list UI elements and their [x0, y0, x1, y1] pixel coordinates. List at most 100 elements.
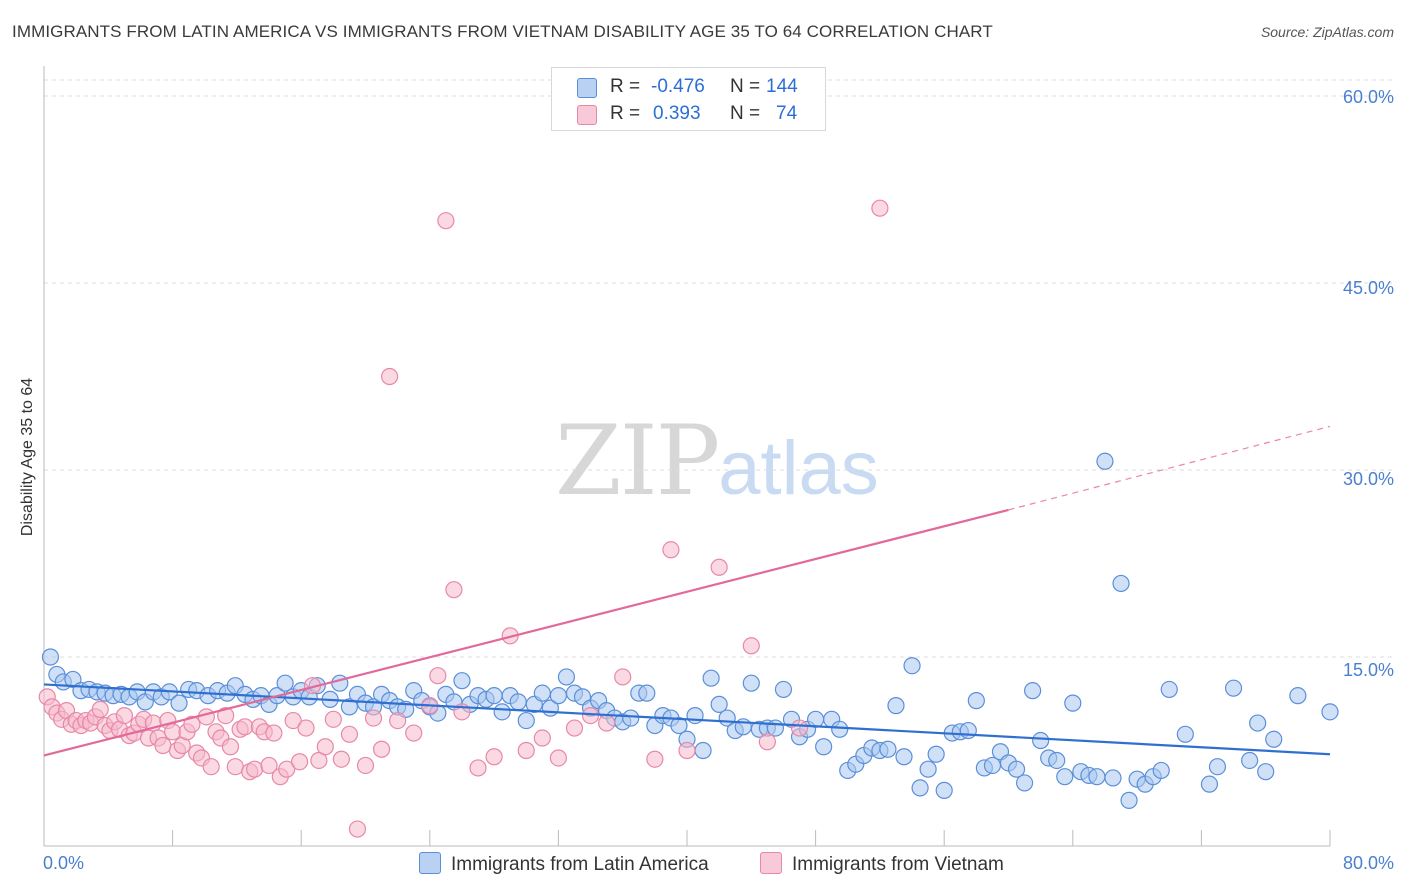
point-latin-america [815, 738, 833, 756]
point-latin-america [1224, 679, 1243, 697]
series-vietnam-points [38, 199, 889, 838]
point-latin-america [887, 697, 905, 715]
point-latin-america [622, 709, 640, 727]
trend-line-latin-america [43, 683, 1331, 756]
point-vietnam [389, 711, 407, 730]
point-vietnam [324, 710, 342, 728]
point-vietnam [758, 733, 776, 751]
trend-lines [43, 425, 1331, 757]
point-vietnam [202, 758, 220, 776]
legend-row-vietnam: R = 0.393 N = 74 [552, 101, 825, 127]
point-vietnam [372, 740, 391, 758]
point-latin-america [1032, 731, 1050, 750]
point-latin-america [1200, 775, 1219, 793]
bottom-legend-label: Immigrants from Latin America [451, 854, 709, 875]
point-vietnam [581, 706, 600, 725]
axes [43, 66, 1331, 847]
watermark-zip: ZIP [555, 405, 720, 517]
point-latin-america [533, 684, 551, 702]
x-tick-label-max: 80.0% [1342, 853, 1394, 873]
point-latin-america [170, 694, 188, 712]
bottom-legend-swatch-blue [419, 852, 441, 874]
point-latin-america [453, 672, 471, 690]
point-latin-america [967, 692, 985, 710]
watermark: ZIPatlas [555, 405, 879, 517]
point-latin-america [517, 711, 535, 730]
point-latin-america [485, 687, 503, 705]
point-latin-america [959, 721, 977, 740]
point-vietnam [284, 711, 302, 730]
point-latin-america [1241, 751, 1259, 770]
point-vietnam [429, 667, 447, 685]
point-vietnam [332, 750, 350, 768]
point-latin-america [686, 706, 704, 725]
point-vietnam [348, 820, 367, 838]
point-latin-america [493, 703, 511, 721]
point-latin-america [1056, 768, 1074, 786]
point-vietnam [533, 729, 551, 747]
point-vietnam [790, 719, 809, 737]
point-latin-america [831, 720, 849, 738]
point-latin-america [774, 680, 793, 699]
point-latin-america [919, 760, 937, 778]
point-vietnam [245, 760, 264, 778]
watermark-atlas: atlas [718, 426, 879, 511]
point-latin-america [41, 648, 60, 666]
point-vietnam [405, 724, 423, 742]
point-latin-america [927, 745, 945, 763]
point-vietnam [217, 706, 235, 725]
point-vietnam [316, 738, 334, 756]
bottom-legend-latin-america: Immigrants from Latin America [419, 852, 709, 876]
point-latin-america [1024, 682, 1042, 700]
legend-r-label: R = [610, 76, 641, 97]
point-latin-america [1321, 703, 1339, 721]
point-vietnam [381, 367, 399, 386]
y-tick-label: 60.0% [1342, 87, 1394, 107]
point-latin-america [1257, 763, 1275, 781]
point-vietnam [646, 750, 664, 768]
point-latin-america [276, 674, 294, 692]
point-latin-america [1249, 714, 1267, 732]
point-latin-america [1160, 680, 1178, 699]
point-latin-america [1176, 725, 1194, 743]
point-latin-america [694, 741, 712, 760]
point-vietnam [164, 723, 182, 741]
correlation-legend: R = -0.476 N = 144 R = 0.393 N = 74 [551, 67, 826, 131]
point-vietnam [115, 706, 133, 725]
point-vietnam [614, 668, 632, 686]
point-vietnam [356, 756, 375, 775]
point-vietnam [310, 751, 328, 770]
chart-title: IMMIGRANTS FROM LATIN AMERICA VS IMMIGRA… [12, 22, 993, 41]
point-latin-america [670, 716, 688, 735]
point-latin-america [911, 779, 929, 797]
point-vietnam [91, 700, 109, 718]
point-vietnam [565, 719, 584, 737]
y-tick-label: 45.0% [1342, 278, 1394, 298]
point-vietnam [485, 748, 503, 766]
point-vietnam [662, 541, 680, 559]
point-vietnam [183, 715, 201, 733]
point-latin-america [1048, 751, 1066, 770]
legend-n-label: N = [730, 103, 761, 124]
point-latin-america [509, 693, 527, 711]
point-vietnam [469, 759, 487, 777]
point-vietnam [549, 749, 568, 767]
point-vietnam [445, 581, 463, 599]
point-vietnam [517, 741, 535, 760]
legend-r-value: 0.393 [653, 103, 701, 124]
point-vietnam [598, 714, 616, 732]
source-label: Source: ZipAtlas.com [1260, 24, 1394, 40]
point-vietnam [154, 736, 172, 755]
point-vietnam [226, 758, 244, 776]
point-vietnam [742, 637, 760, 655]
y-axis-label: Disability Age 35 to 64 [19, 377, 36, 537]
point-latin-america [1088, 768, 1106, 786]
legend-n-label: N = [730, 76, 761, 97]
point-latin-america [1104, 769, 1122, 787]
legend-swatch-blue [577, 78, 597, 98]
point-vietnam [678, 741, 696, 760]
y-tick-label: 15.0% [1342, 660, 1394, 680]
point-latin-america [1096, 452, 1114, 470]
point-vietnam [265, 724, 283, 742]
